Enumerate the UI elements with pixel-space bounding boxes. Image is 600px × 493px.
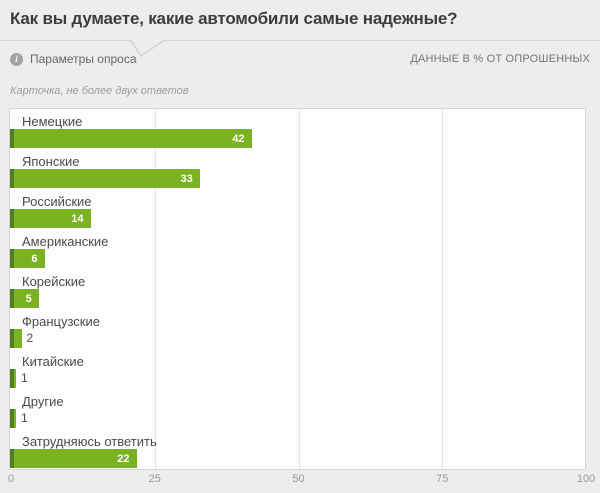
category-label: Немецкие: [22, 114, 83, 129]
chart-row: Французские 2: [10, 311, 585, 351]
gridline: [298, 109, 300, 469]
value-label: 22: [117, 453, 130, 465]
bar: 22: [10, 449, 137, 468]
value-label: 1: [21, 371, 28, 385]
bar: 6: [10, 249, 45, 268]
x-axis-tick: 0: [7, 473, 15, 485]
bar: [10, 329, 22, 348]
bar: 14: [10, 209, 91, 228]
value-label: 2: [26, 331, 34, 345]
bar: [10, 369, 16, 388]
chart-row: Американские 6: [10, 231, 585, 271]
category-label: Французские: [22, 314, 100, 329]
poll-params-label: Параметры опроса: [30, 52, 137, 66]
category-label: Другие: [22, 394, 64, 409]
value-label: 1: [21, 411, 28, 425]
chart-row: Корейские 5: [10, 271, 585, 311]
value-label: 5: [25, 293, 32, 305]
header-divider: [0, 40, 600, 41]
poll-params-button[interactable]: i Параметры опроса: [10, 52, 137, 66]
page-title: Как вы думаете, какие автомобили самые н…: [10, 9, 458, 28]
units-note: ДАННЫЕ В % ОТ ОПРОШЕННЫХ: [410, 53, 590, 65]
x-axis: 0 25 50 75 100: [7, 473, 595, 488]
chart-row: Другие 1: [10, 391, 585, 431]
callout-tail-icon: [130, 39, 165, 57]
category-label: Корейские: [22, 274, 86, 289]
value-label: 33: [180, 173, 193, 185]
value-label: 6: [31, 253, 38, 265]
chart-row: Затрудняюсь ответить 22: [10, 431, 585, 471]
bar: 33: [10, 169, 200, 188]
category-label: Затрудняюсь ответить: [22, 434, 157, 449]
method-note: Карточка, не более двух ответов: [10, 85, 189, 97]
x-axis-tick: 25: [148, 473, 161, 485]
x-axis-tick: 100: [576, 473, 596, 485]
bar-chart: Немецкие 42 Японские 33 Российские 14 Американ…: [9, 108, 586, 470]
subheader: i Параметры опроса ДАННЫЕ В % ОТ ОПРОШЕН…: [10, 50, 590, 68]
bar: 5: [10, 289, 39, 308]
chart-row: Российские 14: [10, 191, 585, 231]
info-icon: i: [10, 52, 23, 66]
category-label: Японские: [22, 154, 80, 169]
bar: 42: [10, 129, 252, 148]
value-label: 42: [232, 133, 245, 145]
gridline: [154, 109, 156, 469]
value-label: 14: [71, 213, 84, 225]
chart-row: Японские 33: [10, 151, 585, 191]
chart-row: Немецкие 42: [10, 111, 585, 151]
category-label: Американские: [22, 234, 109, 249]
gridline: [442, 109, 444, 469]
chart-row: Китайские 1: [10, 351, 585, 391]
category-label: Китайские: [22, 354, 84, 369]
bar: [10, 409, 16, 428]
x-axis-tick: 50: [292, 473, 305, 485]
x-axis-tick: 75: [436, 473, 449, 485]
category-label: Российские: [22, 194, 92, 209]
